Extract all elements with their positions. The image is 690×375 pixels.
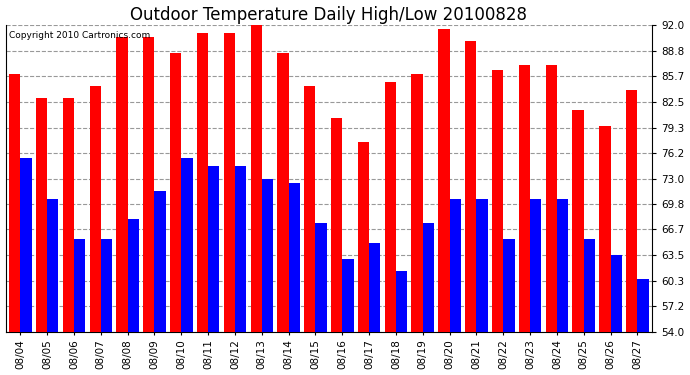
Bar [584, 239, 595, 332]
Text: Copyright 2010 Cartronics.com: Copyright 2010 Cartronics.com [9, 31, 150, 40]
Bar [358, 142, 369, 332]
Bar [117, 37, 128, 332]
Bar [638, 279, 649, 332]
Bar [519, 66, 530, 332]
Title: Outdoor Temperature Daily High/Low 20100828: Outdoor Temperature Daily High/Low 20100… [130, 6, 527, 24]
Bar [74, 239, 86, 332]
Bar [224, 33, 235, 332]
Bar [63, 98, 74, 332]
Bar [47, 199, 59, 332]
Bar [288, 183, 300, 332]
Bar [208, 166, 219, 332]
Bar [315, 223, 326, 332]
Bar [331, 118, 342, 332]
Bar [557, 199, 568, 332]
Bar [492, 69, 503, 332]
Bar [573, 110, 584, 332]
Bar [235, 166, 246, 332]
Bar [626, 90, 638, 332]
Bar [476, 199, 488, 332]
Bar [384, 82, 396, 332]
Bar [181, 158, 193, 332]
Bar [304, 86, 315, 332]
Bar [9, 74, 20, 332]
Bar [423, 223, 434, 332]
Bar [197, 33, 208, 332]
Bar [36, 98, 47, 332]
Bar [438, 29, 450, 332]
Bar [342, 259, 353, 332]
Bar [144, 37, 155, 332]
Bar [170, 53, 181, 332]
Bar [546, 66, 557, 332]
Bar [369, 243, 380, 332]
Bar [128, 219, 139, 332]
Bar [411, 74, 423, 332]
Bar [262, 178, 273, 332]
Bar [250, 25, 262, 332]
Bar [101, 239, 112, 332]
Bar [611, 255, 622, 332]
Bar [503, 239, 515, 332]
Bar [396, 272, 407, 332]
Bar [450, 199, 461, 332]
Bar [90, 86, 101, 332]
Bar [155, 190, 166, 332]
Bar [465, 41, 476, 332]
Bar [530, 199, 542, 332]
Bar [277, 53, 288, 332]
Bar [20, 158, 32, 332]
Bar [600, 126, 611, 332]
